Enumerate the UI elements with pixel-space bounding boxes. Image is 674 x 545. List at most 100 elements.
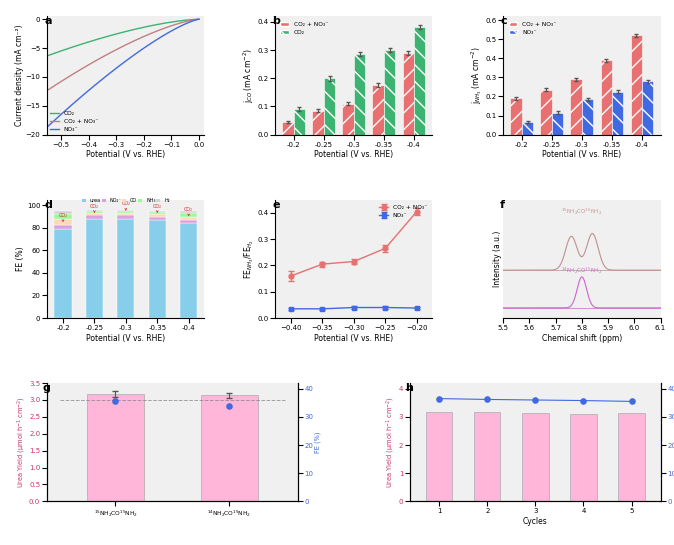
NO₃⁻ (116, 62, 124, 69)
Y-axis label: Urea Yield (μmol h$^{-1}$ cm$^{-2}$): Urea Yield (μmol h$^{-1}$ cm$^{-2}$) (16, 396, 28, 488)
Bar (282, 122, 294, 135)
Bar (55, 219, 71, 225)
Text: $^{15}$NH$_2$CO$^{15}$NH$_2$: $^{15}$NH$_2$CO$^{15}$NH$_2$ (561, 207, 603, 217)
Bar (117, 210, 134, 211)
Text: CO₂: CO₂ (153, 204, 162, 213)
Bar (201, 395, 257, 501)
Bar (612, 92, 623, 135)
Bar (414, 27, 425, 135)
Text: e: e (272, 199, 280, 210)
Bar (541, 90, 552, 135)
CO₂ (133, 26, 142, 32)
Bar (86, 211, 103, 213)
NO₃⁻ (168, 28, 176, 34)
CO₂ (116, 29, 124, 36)
Bar (86, 215, 103, 219)
Y-axis label: Intensity (a.u.): Intensity (a.u.) (493, 231, 502, 287)
Bar (180, 211, 197, 213)
CO₂ (43, 52, 51, 59)
Y-axis label: FE (%): FE (%) (315, 432, 321, 453)
Text: CO₂: CO₂ (90, 204, 99, 213)
Bar (86, 213, 103, 215)
NO₃⁻ (191, 17, 200, 23)
Legend: CO₂ + NO₃⁻, CO₂: CO₂ + NO₃⁻, CO₂ (278, 19, 330, 37)
Bar (117, 211, 134, 213)
Point (433, 394, 444, 403)
Bar (582, 99, 593, 135)
Point (530, 396, 541, 404)
Line: CO₂: CO₂ (47, 19, 199, 56)
Bar (642, 81, 653, 135)
NO₃⁻ (195, 16, 203, 22)
CO₂ + NO₃⁻ (168, 22, 176, 29)
Bar (180, 213, 197, 216)
CO₂ (195, 16, 203, 22)
Bar (117, 219, 134, 318)
Bar (86, 210, 103, 211)
Bar (474, 413, 500, 501)
NO₃⁻ (43, 124, 51, 130)
Y-axis label: Current density (mA cm⁻²): Current density (mA cm⁻²) (15, 25, 24, 126)
Y-axis label: j$_{CO}$ (mA cm$^{-2}$): j$_{CO}$ (mA cm$^{-2}$) (241, 48, 255, 103)
NO₃⁻ (115, 63, 123, 69)
NO₃⁻ (133, 49, 142, 56)
Bar (180, 220, 197, 223)
Bar (426, 412, 452, 501)
Bar (148, 212, 166, 214)
X-axis label: Potential (V vs. RHE): Potential (V vs. RHE) (543, 150, 621, 159)
Bar (55, 225, 71, 229)
CO₂ + NO₃⁻ (115, 45, 123, 51)
Line: CO₂ + NO₃⁻: CO₂ + NO₃⁻ (47, 19, 199, 90)
Point (224, 402, 235, 410)
CO₂ (125, 27, 133, 34)
Bar (87, 394, 144, 501)
Text: f: f (500, 199, 505, 210)
Bar (313, 111, 324, 135)
Text: g: g (42, 383, 50, 393)
CO₂ + NO₃⁻ (125, 40, 133, 46)
Text: d: d (44, 199, 52, 210)
Bar (342, 104, 354, 135)
Text: $^{14}$NH$_2$CO$^{15}$NH$_2$: $^{14}$NH$_2$CO$^{15}$NH$_2$ (561, 266, 603, 276)
Bar (180, 216, 197, 220)
Text: b: b (272, 16, 280, 26)
Bar (324, 78, 335, 135)
Bar (86, 219, 103, 318)
Bar (631, 35, 642, 135)
X-axis label: Potential (V vs. RHE): Potential (V vs. RHE) (86, 150, 165, 159)
X-axis label: Cycles: Cycles (523, 517, 548, 526)
CO₂ + NO₃⁻ (133, 36, 142, 43)
CO₂ (168, 19, 176, 25)
Bar (522, 413, 549, 501)
Legend: CO₂ + NO₃⁻, NO₃⁻: CO₂ + NO₃⁻, NO₃⁻ (506, 19, 559, 37)
Bar (384, 50, 395, 135)
Text: h: h (405, 383, 413, 393)
X-axis label: Potential (V vs. RHE): Potential (V vs. RHE) (86, 334, 165, 343)
X-axis label: Chemical shift (ppm): Chemical shift (ppm) (542, 334, 622, 343)
Bar (55, 214, 71, 219)
Bar (354, 54, 365, 135)
CO₂ (191, 16, 200, 23)
Bar (148, 216, 166, 220)
Text: CO₂: CO₂ (184, 207, 193, 216)
Y-axis label: j$_{NH_3}$ (mA cm$^{-2}$): j$_{NH_3}$ (mA cm$^{-2}$) (468, 47, 484, 105)
Bar (148, 214, 166, 216)
Bar (522, 122, 533, 135)
Bar (402, 53, 414, 135)
CO₂ + NO₃⁻ (43, 87, 51, 94)
Bar (601, 60, 612, 135)
CO₂ (115, 30, 123, 37)
Point (482, 395, 493, 404)
Point (626, 397, 637, 406)
Text: c: c (500, 16, 507, 26)
Bar (55, 211, 71, 214)
Bar (570, 414, 596, 501)
Bar (117, 213, 134, 215)
X-axis label: Potential (V vs. RHE): Potential (V vs. RHE) (314, 334, 394, 343)
Bar (619, 413, 645, 501)
Bar (180, 223, 197, 318)
Bar (148, 211, 166, 212)
Bar (552, 113, 563, 135)
Y-axis label: FE$_{NH_3}$/FE$_{H_2}$: FE$_{NH_3}$/FE$_{H_2}$ (242, 239, 255, 279)
Point (110, 397, 121, 406)
